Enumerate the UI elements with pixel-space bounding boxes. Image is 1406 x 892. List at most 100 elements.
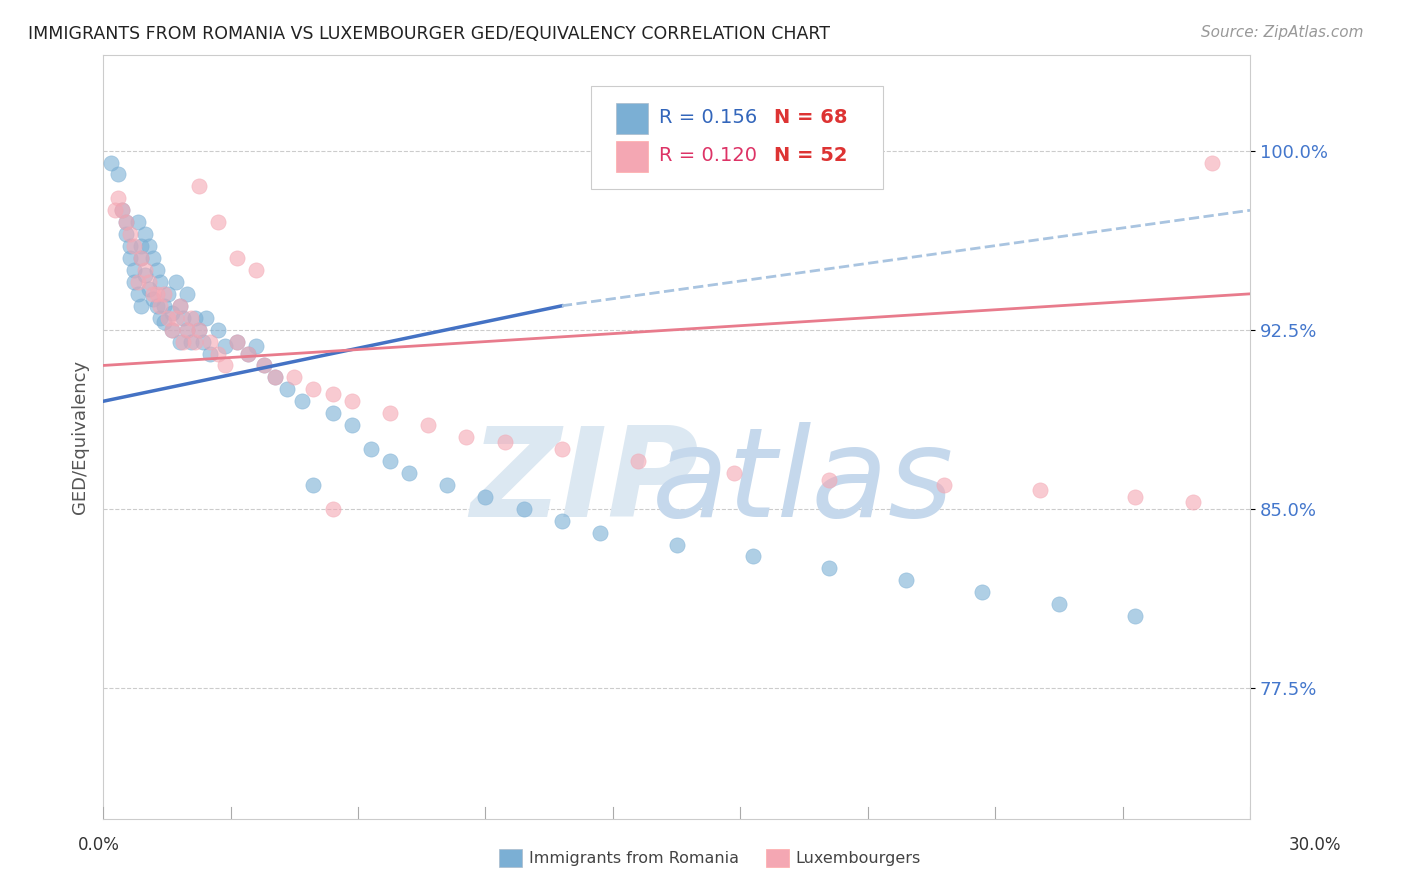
Point xyxy=(107,168,129,182)
Point xyxy=(118,239,141,253)
Point xyxy=(494,434,516,449)
Point xyxy=(142,286,165,301)
Point xyxy=(589,525,612,540)
Point xyxy=(321,387,343,401)
Point xyxy=(107,191,129,205)
Point xyxy=(142,292,165,306)
Point xyxy=(122,239,145,253)
Point xyxy=(972,585,994,599)
Point xyxy=(138,282,160,296)
FancyBboxPatch shape xyxy=(591,86,883,189)
Point xyxy=(127,215,149,229)
Point xyxy=(134,263,156,277)
Point xyxy=(512,501,534,516)
Point xyxy=(1029,483,1052,497)
Point xyxy=(149,299,172,313)
Point xyxy=(627,454,650,468)
Point xyxy=(127,275,149,289)
Point xyxy=(1047,597,1070,611)
Point xyxy=(321,501,343,516)
Text: IMMIGRANTS FROM ROMANIA VS LUXEMBOURGER GED/EQUIVALENCY CORRELATION CHART: IMMIGRANTS FROM ROMANIA VS LUXEMBOURGER … xyxy=(28,25,830,43)
Point xyxy=(1123,490,1146,504)
Point xyxy=(264,370,287,384)
Point xyxy=(398,466,420,480)
Point xyxy=(172,334,194,349)
Point xyxy=(169,299,191,313)
Text: R = 0.120: R = 0.120 xyxy=(659,146,758,166)
Point xyxy=(818,561,841,575)
Point xyxy=(149,310,172,325)
Point xyxy=(195,310,218,325)
Text: N = 52: N = 52 xyxy=(775,146,848,166)
Point xyxy=(742,549,765,564)
Point xyxy=(245,339,267,353)
Point xyxy=(551,442,574,456)
Point xyxy=(127,286,149,301)
Point xyxy=(360,442,382,456)
Point xyxy=(264,370,287,384)
Point xyxy=(111,203,134,218)
Point xyxy=(378,454,401,468)
Point xyxy=(157,310,180,325)
Point xyxy=(302,382,325,396)
Point xyxy=(253,359,276,373)
Point xyxy=(302,478,325,492)
Point xyxy=(153,286,176,301)
Point xyxy=(172,310,194,325)
Point xyxy=(551,514,574,528)
Point xyxy=(131,251,153,265)
Point xyxy=(238,346,260,360)
Point xyxy=(176,323,198,337)
Point xyxy=(340,418,363,433)
Point xyxy=(340,394,363,409)
Text: 0.0%: 0.0% xyxy=(77,836,120,854)
Point xyxy=(145,299,167,313)
Point xyxy=(665,537,688,551)
Point xyxy=(253,359,276,373)
Point xyxy=(131,299,153,313)
Point xyxy=(184,310,207,325)
Point xyxy=(207,346,229,360)
Point xyxy=(111,203,134,218)
Point xyxy=(138,275,160,289)
Point xyxy=(198,346,221,360)
Point xyxy=(226,334,249,349)
Point xyxy=(118,227,141,242)
Point xyxy=(934,478,956,492)
Point xyxy=(226,334,249,349)
Point xyxy=(436,478,458,492)
Point xyxy=(131,239,153,253)
FancyBboxPatch shape xyxy=(616,142,648,172)
Point xyxy=(115,215,138,229)
Point xyxy=(134,227,156,242)
Point xyxy=(100,155,122,169)
Point xyxy=(416,418,439,433)
Point xyxy=(104,203,127,218)
Point xyxy=(145,286,167,301)
Point xyxy=(115,215,138,229)
Point xyxy=(122,263,145,277)
Point xyxy=(118,251,141,265)
Point xyxy=(207,323,229,337)
Point xyxy=(198,334,221,349)
Text: ZIP: ZIP xyxy=(471,423,699,543)
Point xyxy=(238,346,260,360)
Point xyxy=(184,334,207,349)
Point xyxy=(214,359,236,373)
Point xyxy=(378,406,401,420)
Point xyxy=(214,339,236,353)
Point xyxy=(187,323,209,337)
Point xyxy=(160,323,183,337)
Point xyxy=(169,334,191,349)
Point xyxy=(138,239,160,253)
Point xyxy=(131,251,153,265)
Point xyxy=(191,334,214,349)
Text: N = 68: N = 68 xyxy=(775,108,848,128)
Point xyxy=(165,310,187,325)
Point xyxy=(115,227,138,242)
Point xyxy=(723,466,745,480)
Point xyxy=(180,310,202,325)
Point xyxy=(818,473,841,487)
Point xyxy=(157,286,180,301)
Point xyxy=(160,306,183,320)
